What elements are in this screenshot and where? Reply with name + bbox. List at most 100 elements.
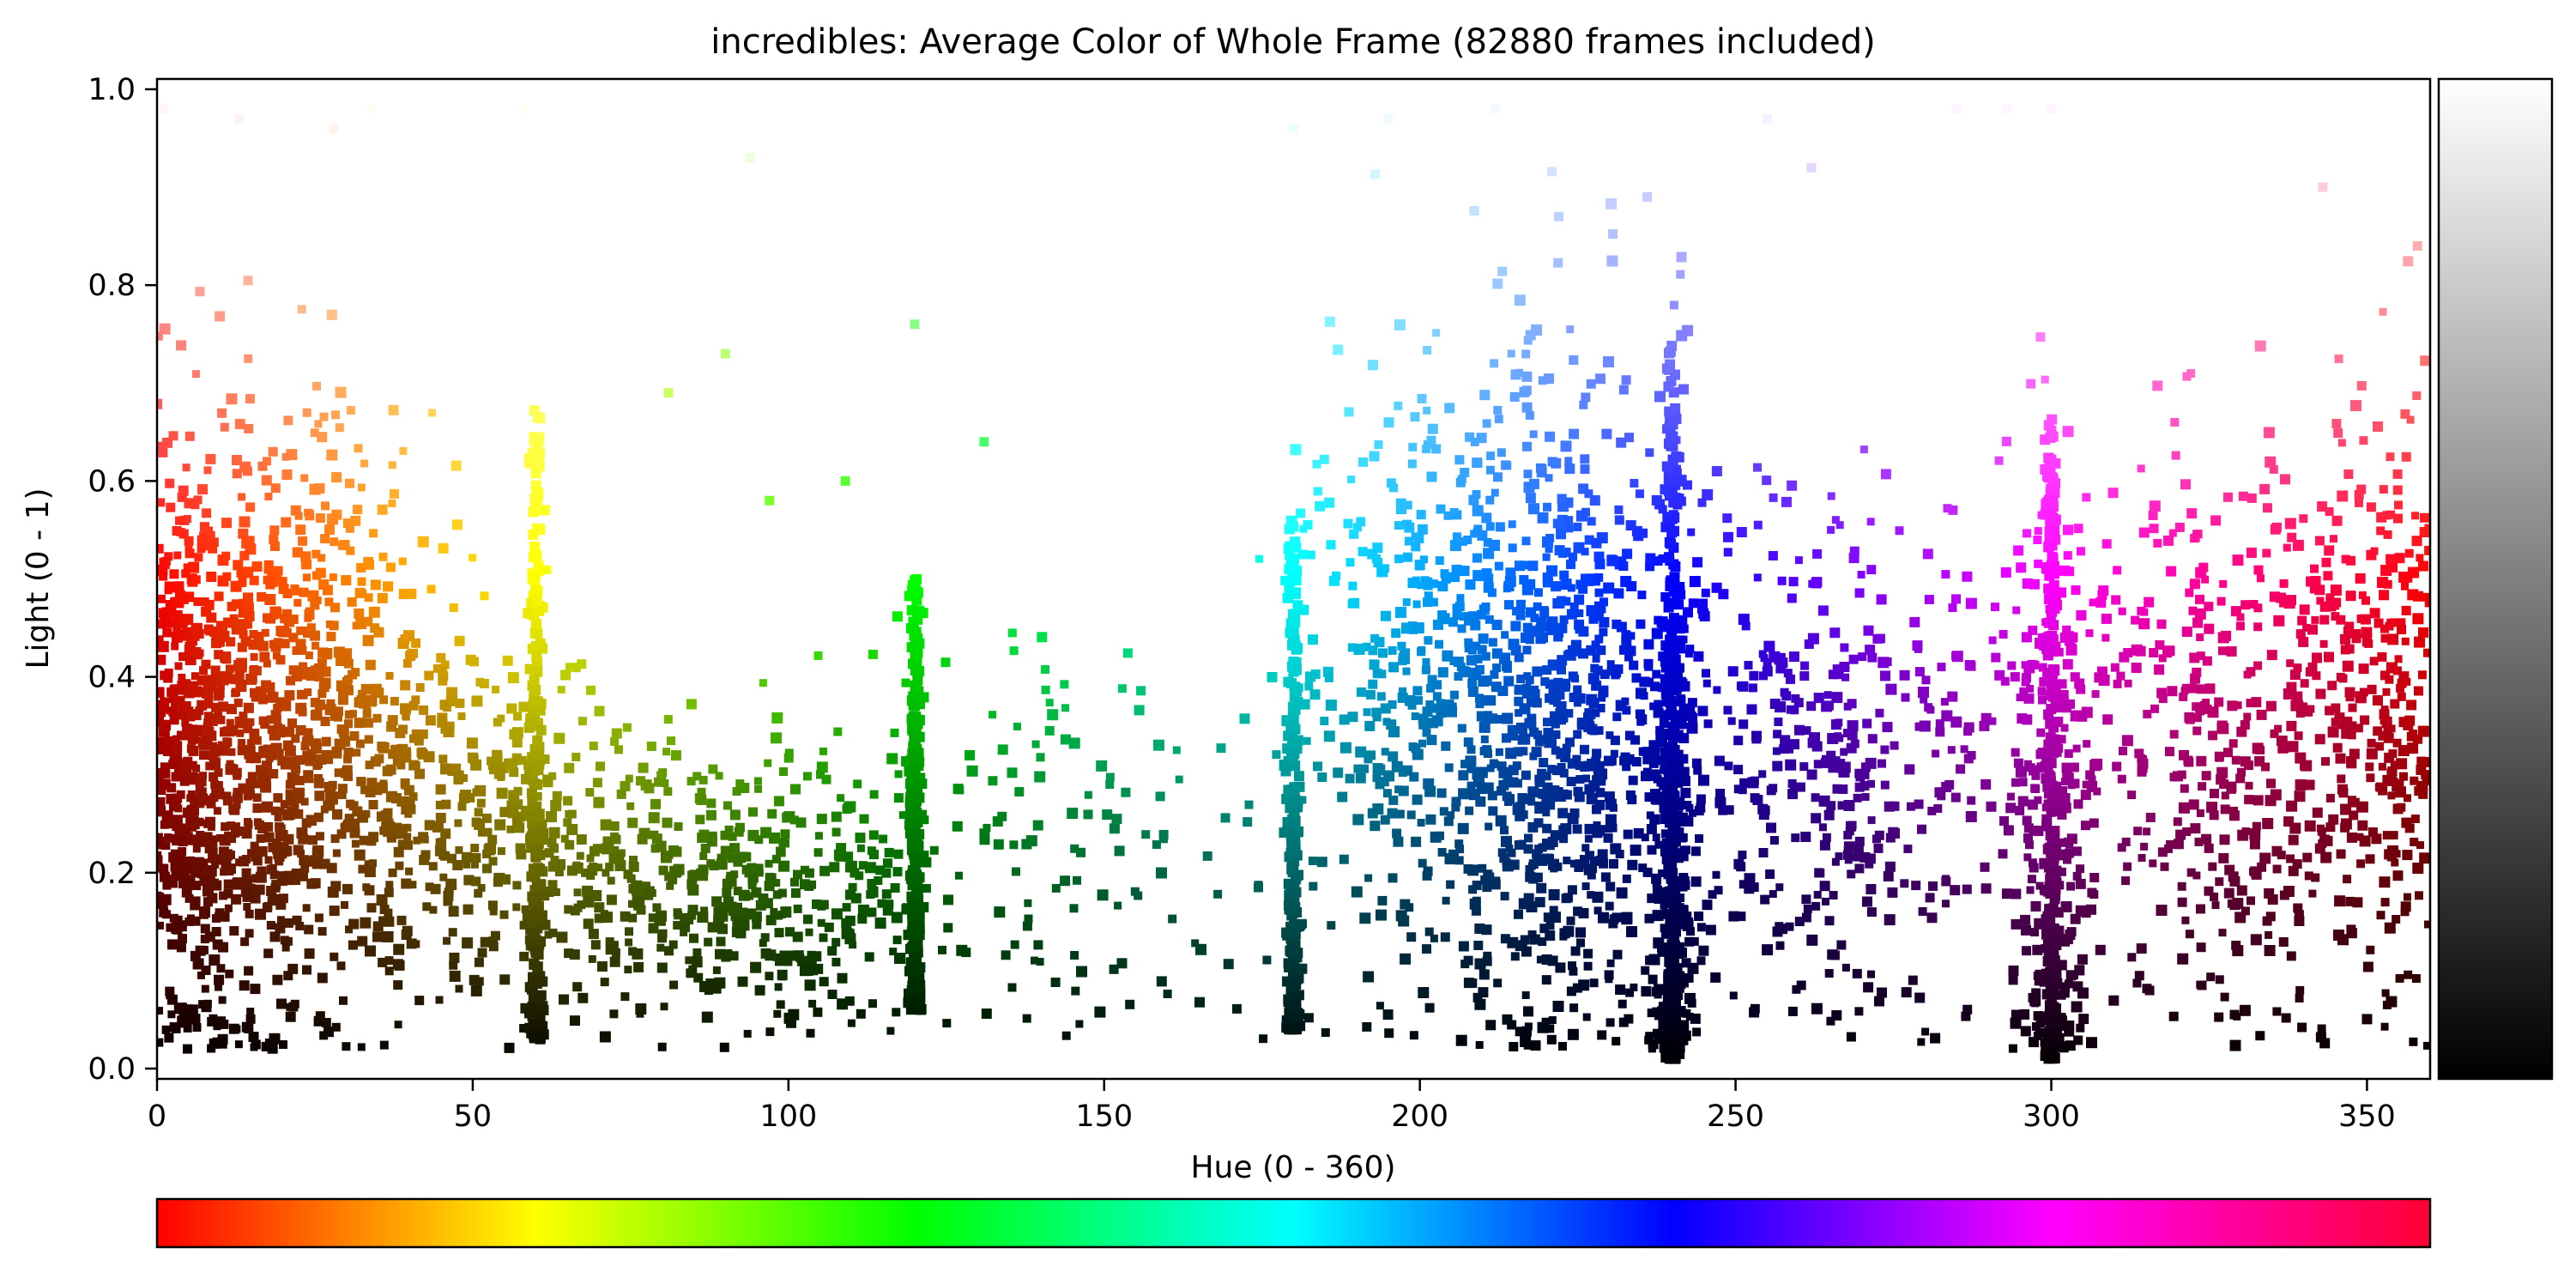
data-point — [2310, 564, 2319, 573]
data-point — [1309, 881, 1318, 891]
data-point — [463, 904, 474, 915]
data-point — [2314, 536, 2325, 546]
data-point — [1703, 719, 1713, 729]
data-point — [1926, 912, 1938, 924]
data-point — [1784, 743, 1794, 754]
data-point — [193, 646, 202, 655]
data-point — [1799, 762, 1809, 772]
data-point — [687, 870, 698, 881]
data-point — [1497, 761, 1507, 772]
data-point — [440, 763, 451, 775]
data-point — [1937, 663, 1946, 672]
data-point — [2265, 456, 2277, 468]
data-point — [175, 516, 184, 525]
data-point — [867, 907, 877, 918]
data-point — [198, 793, 208, 803]
data-point — [2424, 524, 2430, 533]
data-point — [2263, 427, 2275, 439]
data-point — [1515, 810, 1525, 819]
data-point — [1344, 407, 1354, 417]
data-point — [2297, 1022, 2307, 1033]
data-point — [1876, 594, 1887, 605]
data-point — [1789, 739, 1799, 750]
data-point — [269, 535, 279, 545]
data-point — [1566, 609, 1577, 620]
data-point — [1343, 518, 1353, 529]
data-point — [187, 735, 197, 745]
data-point — [1573, 639, 1581, 649]
data-point — [1829, 891, 1838, 899]
data-point — [1590, 663, 1599, 673]
data-point — [1702, 679, 1711, 687]
data-point — [1360, 764, 1369, 773]
data-point — [2095, 944, 2106, 955]
data-point — [345, 478, 354, 488]
data-point — [166, 687, 177, 697]
data-point — [1394, 401, 1403, 410]
data-point — [314, 913, 324, 923]
data-point — [1411, 532, 1419, 541]
data-point — [2059, 694, 2069, 705]
data-point — [403, 833, 412, 841]
data-point — [1483, 582, 1494, 593]
data-point — [2196, 809, 2204, 817]
data-point — [357, 577, 366, 586]
data-point — [1696, 923, 1706, 932]
data-point — [1568, 671, 1578, 681]
data-point — [1216, 743, 1226, 754]
data-point — [221, 822, 230, 832]
data-point — [569, 949, 580, 960]
data-point — [1530, 1040, 1541, 1051]
data-point — [2250, 934, 2262, 946]
data-point — [377, 504, 388, 515]
data-point — [848, 882, 857, 892]
data-point — [330, 952, 339, 961]
data-point — [204, 696, 214, 706]
data-point — [1873, 843, 1884, 853]
data-point — [1633, 827, 1644, 839]
data-point — [1550, 912, 1561, 924]
data-point — [1364, 720, 1376, 731]
data-point — [1061, 704, 1070, 712]
data-point — [320, 717, 330, 726]
data-point — [2030, 901, 2041, 912]
data-point — [1069, 904, 1079, 913]
data-point — [2358, 663, 2369, 675]
data-point — [331, 472, 342, 483]
data-point — [2046, 807, 2056, 817]
data-point — [738, 919, 750, 931]
data-point — [879, 834, 888, 844]
data-point — [1454, 455, 1465, 465]
data-point — [1581, 882, 1590, 891]
data-point — [1619, 645, 1629, 655]
data-point — [2185, 588, 2194, 597]
data-point — [1481, 512, 1492, 524]
data-point — [160, 670, 170, 681]
data-point — [1503, 675, 1515, 687]
data-point — [1999, 816, 2009, 826]
data-point — [1884, 914, 1896, 926]
data-point — [1618, 999, 1627, 1009]
data-point — [252, 779, 262, 789]
data-point — [157, 851, 162, 859]
data-point — [2265, 912, 2276, 922]
data-point — [1452, 532, 1461, 542]
data-point — [305, 815, 315, 824]
data-point — [1758, 770, 1767, 778]
data-point — [365, 659, 376, 670]
data-point — [1653, 707, 1664, 718]
data-point — [264, 493, 273, 500]
data-point — [765, 1027, 775, 1037]
data-point — [1584, 834, 1593, 843]
data-point — [1863, 982, 1874, 993]
data-point — [740, 851, 749, 861]
data-point — [1382, 1009, 1394, 1021]
data-point — [192, 764, 201, 772]
data-point — [1467, 678, 1478, 688]
data-point — [673, 921, 682, 930]
data-point — [571, 753, 581, 761]
data-point — [1521, 560, 1531, 570]
data-point — [1239, 713, 1250, 724]
data-point — [620, 781, 631, 791]
data-point — [1353, 764, 1363, 773]
